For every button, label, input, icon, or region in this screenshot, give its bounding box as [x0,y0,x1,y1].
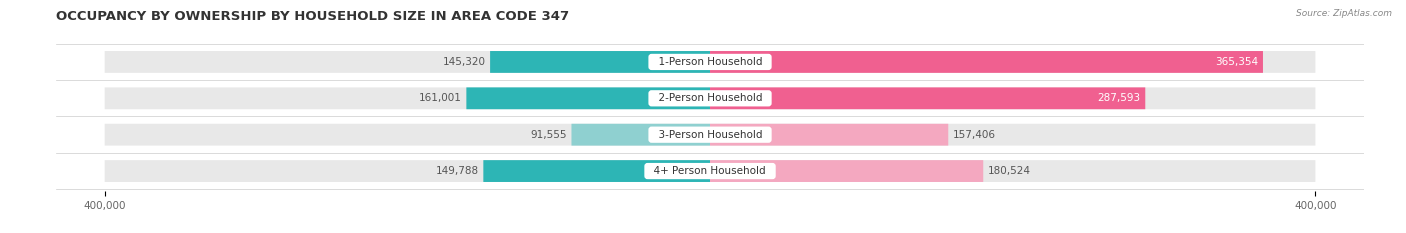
FancyBboxPatch shape [104,160,1316,182]
FancyBboxPatch shape [710,87,1146,109]
FancyBboxPatch shape [104,124,1316,146]
Text: 365,354: 365,354 [1215,57,1258,67]
FancyBboxPatch shape [104,87,1316,109]
Text: 145,320: 145,320 [443,57,485,67]
FancyBboxPatch shape [104,51,1316,73]
Text: 4+ Person Household: 4+ Person Household [648,166,772,176]
Text: 287,593: 287,593 [1098,93,1140,103]
FancyBboxPatch shape [710,124,948,146]
FancyBboxPatch shape [571,124,710,146]
Text: OCCUPANCY BY OWNERSHIP BY HOUSEHOLD SIZE IN AREA CODE 347: OCCUPANCY BY OWNERSHIP BY HOUSEHOLD SIZE… [56,10,569,23]
Text: 157,406: 157,406 [953,130,995,140]
Text: 161,001: 161,001 [419,93,461,103]
Text: 180,524: 180,524 [988,166,1031,176]
Text: 3-Person Household: 3-Person Household [651,130,769,140]
Text: 1-Person Household: 1-Person Household [651,57,769,67]
FancyBboxPatch shape [710,51,1263,73]
FancyBboxPatch shape [484,160,710,182]
FancyBboxPatch shape [491,51,710,73]
Text: 91,555: 91,555 [530,130,567,140]
Text: 2-Person Household: 2-Person Household [651,93,769,103]
FancyBboxPatch shape [467,87,710,109]
Text: Source: ZipAtlas.com: Source: ZipAtlas.com [1296,9,1392,18]
FancyBboxPatch shape [710,160,983,182]
Text: 149,788: 149,788 [436,166,479,176]
